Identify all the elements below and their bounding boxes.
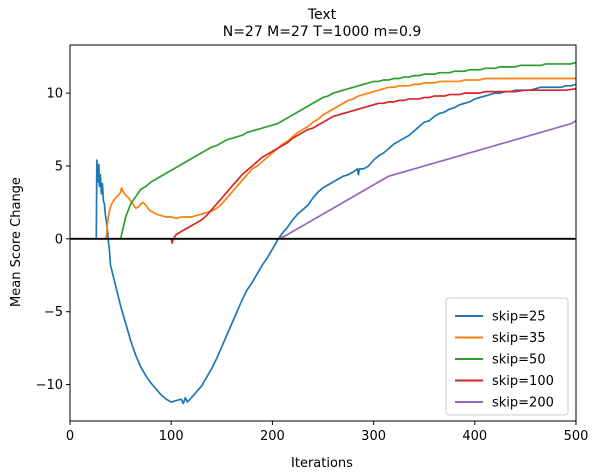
legend-label-4: skip=100 <box>492 374 554 389</box>
x-tick-label: 500 <box>564 429 589 444</box>
series-line-3 <box>119 61 577 240</box>
y-axis: −10 −5 0 5 10 <box>36 87 70 393</box>
legend-label-5: skip=200 <box>492 396 554 411</box>
y-axis-label: Mean Score Change <box>9 177 24 307</box>
x-tick-label: 400 <box>462 429 487 444</box>
legend-box <box>445 297 569 416</box>
legend-label-2: skip=35 <box>492 331 546 346</box>
series-line-2 <box>104 77 576 240</box>
y-tick-label: 0 <box>55 232 63 247</box>
series-line-4 <box>170 87 577 245</box>
x-axis-label: Iterations <box>291 456 353 471</box>
chart-title: Text <box>307 7 337 23</box>
plot-area <box>69 44 577 422</box>
series-line-5 <box>272 120 577 240</box>
chart-subtitle: N=27 M=27 T=1000 m=0.9 <box>223 24 422 40</box>
y-tick-label: 10 <box>46 87 63 102</box>
legend-label-3: skip=50 <box>492 353 546 368</box>
y-tick-label: −10 <box>36 378 63 393</box>
x-tick-label: 0 <box>66 429 74 444</box>
series-layer <box>95 61 577 405</box>
x-axis: 0 100 200 300 400 500 <box>66 421 589 444</box>
x-tick-label: 200 <box>260 429 285 444</box>
y-tick-label: 5 <box>55 159 63 174</box>
y-tick-label: −5 <box>44 305 63 320</box>
x-tick-label: 300 <box>361 429 386 444</box>
legend: skip=25 skip=35 skip=50 skip=100 skip=200 <box>445 297 569 416</box>
plot-frame <box>69 44 577 422</box>
x-tick-label: 100 <box>159 429 184 444</box>
series-line-1 <box>95 83 577 405</box>
legend-label-1: skip=25 <box>492 310 546 325</box>
